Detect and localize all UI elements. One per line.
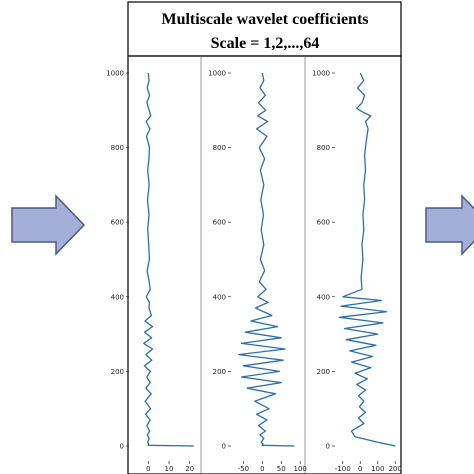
chart-frame (127, 55, 402, 474)
series-line-panel-2 (238, 72, 295, 447)
y-tick-label: 0 (222, 443, 226, 451)
x-tick-label: 0 (146, 465, 150, 473)
y-tick-label: 200 (111, 368, 124, 376)
x-tick-label: -50 (238, 465, 249, 473)
y-tick-label: 1000 (208, 70, 226, 78)
x-tick-label: 100 (294, 465, 307, 473)
y-tick-label: 600 (111, 219, 124, 227)
x-tick-label: 200 (389, 465, 402, 473)
chart-title-line1: Multiscale wavelet coefficients (161, 11, 368, 28)
x-tick-label: -100 (335, 465, 351, 473)
series-line-panel-1 (143, 72, 194, 447)
y-tick-label: 600 (317, 219, 330, 227)
y-tick-label: 600 (213, 219, 226, 227)
series-line-panel-3 (338, 72, 396, 447)
x-tick-label: 100 (371, 465, 384, 473)
y-tick-label: 1000 (106, 70, 124, 78)
x-tick-label: 50 (277, 465, 286, 473)
y-tick-label: 0 (326, 443, 330, 451)
x-tick-label: 0 (358, 465, 362, 473)
y-tick-label: 200 (213, 368, 226, 376)
y-tick-label: 400 (213, 293, 226, 301)
y-tick-label: 800 (111, 144, 124, 152)
title-box (127, 1, 402, 57)
right-arrow-icon (425, 194, 474, 256)
y-tick-label: 1000 (312, 70, 330, 78)
y-tick-label: 0 (120, 443, 124, 451)
x-tick-label: 20 (185, 465, 194, 473)
chart-title-line2: Scale = 1,2,...,64 (211, 35, 320, 52)
left-arrow-icon (11, 194, 86, 256)
y-tick-label: 200 (317, 368, 330, 376)
y-tick-label: 400 (111, 293, 124, 301)
x-tick-label: 10 (165, 465, 174, 473)
y-tick-label: 400 (317, 293, 330, 301)
y-tick-label: 800 (213, 144, 226, 152)
y-tick-label: 800 (317, 144, 330, 152)
x-tick-label: 0 (260, 465, 264, 473)
